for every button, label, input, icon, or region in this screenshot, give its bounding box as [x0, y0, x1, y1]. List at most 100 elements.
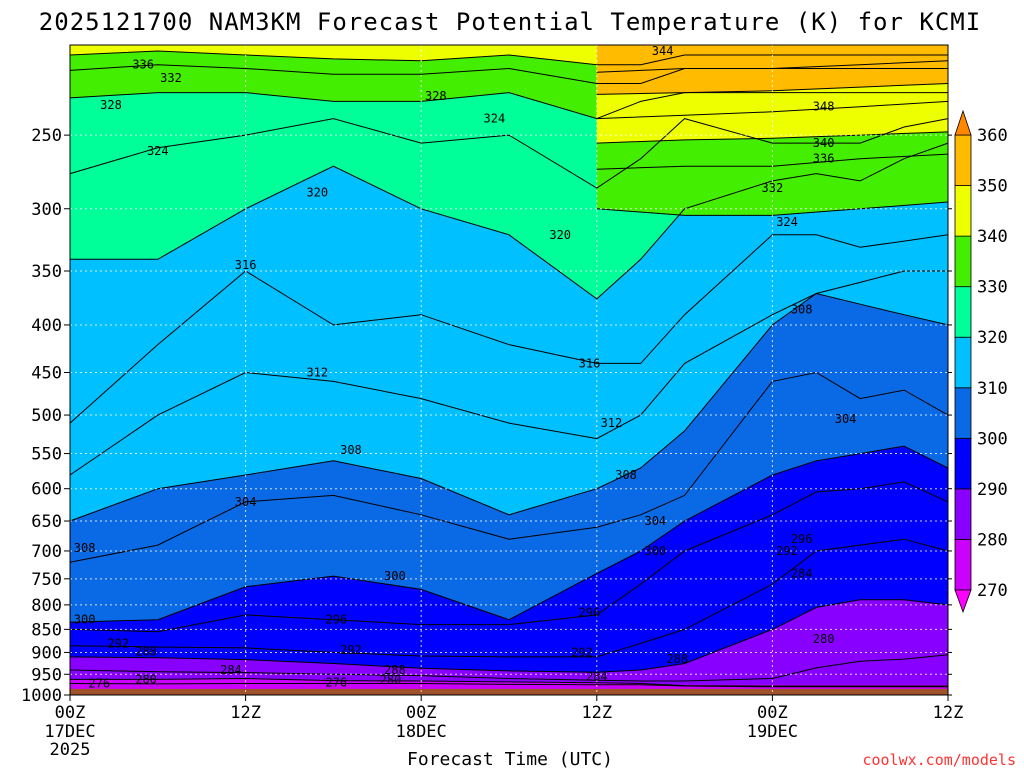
colorbar-tick-label: 350: [977, 177, 1008, 197]
contour-label: 292: [571, 645, 593, 659]
y-tick-label: 500: [31, 406, 62, 426]
colorbar-band-270: [954, 539, 972, 591]
colorbar-band-330: [954, 235, 972, 288]
contour-label: 308: [340, 443, 362, 457]
x-axis-label: Forecast Time (UTC): [407, 749, 613, 768]
contour-label: 300: [74, 613, 96, 627]
contour-label: 284: [220, 663, 242, 677]
colorbar-band-300: [954, 387, 972, 439]
contour-label: 284: [791, 566, 813, 580]
contour-label: 320: [306, 185, 328, 199]
x-tick-date: 18DEC: [396, 722, 447, 742]
y-tick-label: 400: [31, 316, 62, 336]
y-axis: 250 300 350 400 450 500 550 600 650 700 750 800 850 9…: [21, 126, 952, 706]
contour-label: 276: [88, 677, 110, 691]
isentrope-292: [69, 538, 949, 658]
contour-label: 328: [100, 98, 122, 112]
chart-title: 2025121700 NAM3KM Forecast Potential Tem…: [39, 8, 981, 36]
isentrope-288: [69, 599, 949, 673]
y-tick-label: 650: [31, 512, 62, 532]
contour-label: 344: [652, 44, 674, 58]
y-tick-label: 350: [31, 262, 62, 282]
isentrope-jet-340: [596, 131, 949, 144]
terrain: [70, 688, 948, 695]
contour-label: 296: [791, 532, 813, 546]
colorbar-tick-label: 310: [977, 379, 1008, 399]
contour-label: 276: [325, 675, 347, 689]
x-tick-label: 12Z: [230, 703, 261, 723]
y-tick-label: 550: [31, 445, 62, 465]
contour-label: 288: [666, 652, 688, 666]
contour-label: 300: [644, 544, 666, 558]
contour-label: 288: [384, 663, 406, 677]
colorbar-band-290: [954, 437, 972, 490]
isentrope-332: [69, 64, 948, 84]
contour-label: 288: [135, 645, 157, 659]
colorbar-tick-label: 320: [977, 328, 1008, 348]
contour-label: 308: [74, 541, 96, 555]
contour-label: 316: [579, 356, 601, 370]
contour-label: 308: [615, 468, 637, 482]
colorbar-tick-label: 340: [977, 227, 1008, 247]
y-tick-label: 700: [31, 542, 62, 562]
contour-label: 336: [132, 58, 154, 72]
isentrope-316: [69, 234, 949, 424]
isentrope-336: [69, 50, 948, 66]
y-tick-label: 950: [31, 665, 62, 685]
colorbar-tick-label: 280: [977, 530, 1008, 550]
colorbar-band-340: [954, 185, 972, 237]
isentrope-284: [69, 654, 949, 682]
isentrope-jet-352: [596, 60, 949, 73]
contour-label: 332: [160, 71, 182, 85]
y-tick-label: 850: [31, 620, 62, 640]
contour-label: 320: [549, 228, 571, 242]
contour-label: 292: [107, 636, 129, 650]
isentrope-304: [69, 371, 949, 563]
contour-label: 292: [340, 643, 362, 657]
plot-area: 336 332 328 328 324 324 320 320 316 316 312 312 308 3…: [69, 44, 949, 696]
contour-label: 280: [135, 672, 157, 686]
contour-label: 296: [579, 605, 601, 619]
colorbar-band-320: [954, 286, 972, 338]
x-tick-label: 00Z: [55, 703, 86, 723]
colorbar-tick-label: 300: [977, 429, 1008, 449]
isentrope-324: [69, 118, 949, 189]
contour-label: 280: [380, 673, 402, 687]
y-tick-label: 750: [31, 570, 62, 590]
isentrope-320: [70, 142, 949, 300]
contour-label: 308: [791, 303, 813, 317]
colorbar-top-arrow: [954, 109, 972, 136]
colorbar-bottom-arrow: [954, 589, 972, 614]
isentrope-308: [69, 292, 949, 522]
fill-band-theta-288: [70, 599, 948, 695]
colorbar-tick-label: 270: [977, 581, 1008, 601]
isentrope-280: [70, 677, 948, 687]
y-tick-label: 300: [31, 200, 62, 220]
contour-label: 312: [306, 366, 328, 380]
contour-label: 304: [644, 514, 666, 528]
contour-label: 332: [762, 181, 784, 195]
y-tick-label: 800: [31, 596, 62, 616]
colorbar: 270 280 290 300 310 320 330 340 350 360: [954, 109, 1008, 614]
isentrope-312: [69, 270, 948, 476]
y-tick-label: 600: [31, 480, 62, 500]
contour-label: 336: [813, 152, 835, 166]
y-tick-label: 450: [31, 364, 62, 384]
colorbar-tick-label: 330: [977, 278, 1008, 298]
contour-label: 304: [835, 412, 857, 426]
isentrope-276: [69, 683, 948, 688]
colorbar-band-280: [954, 488, 972, 540]
y-tick-label: 1000: [21, 686, 62, 706]
contour-label: 324: [484, 112, 506, 126]
x-tick-date: 17DEC: [44, 722, 95, 742]
contour-label: 284: [586, 669, 608, 683]
contour-label: 296: [325, 613, 347, 627]
contour-label: 312: [601, 416, 623, 430]
colorbar-tick-label: 360: [977, 126, 1008, 146]
contour-label: 300: [384, 569, 406, 583]
contour-label: 292: [776, 544, 798, 558]
contour-label: 324: [776, 215, 798, 229]
fill-band-jet-352: [596, 45, 948, 73]
